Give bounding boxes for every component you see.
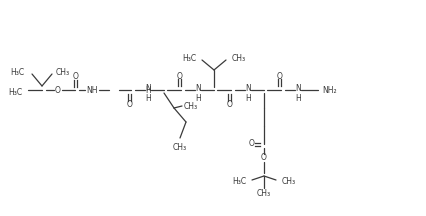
- Text: H: H: [294, 94, 300, 103]
- Text: O: O: [55, 86, 61, 95]
- Text: NH₂: NH₂: [321, 86, 336, 95]
- Text: N: N: [195, 84, 200, 92]
- Text: H: H: [145, 86, 150, 95]
- Text: H₃C: H₃C: [10, 68, 24, 76]
- Text: H₃C: H₃C: [231, 178, 245, 186]
- Text: N: N: [294, 84, 300, 92]
- Text: NH: NH: [86, 86, 98, 95]
- Text: H₃C: H₃C: [181, 54, 196, 62]
- Text: CH₃: CH₃: [173, 143, 187, 152]
- Text: CH₃: CH₃: [256, 189, 271, 199]
- Text: O: O: [260, 154, 266, 162]
- Text: CH₃: CH₃: [231, 54, 245, 62]
- Text: H₃C: H₃C: [8, 87, 22, 97]
- Text: O: O: [177, 71, 182, 81]
- Text: O: O: [276, 71, 282, 81]
- Text: H: H: [145, 94, 150, 103]
- Text: O: O: [248, 140, 254, 149]
- Text: CH₃: CH₃: [56, 68, 70, 76]
- Text: N: N: [145, 84, 150, 92]
- Text: CH₃: CH₃: [281, 178, 296, 186]
- Text: H: H: [195, 94, 200, 103]
- Text: H: H: [245, 94, 250, 103]
- Text: O: O: [227, 100, 233, 108]
- Text: N: N: [245, 84, 250, 92]
- Text: O: O: [73, 71, 79, 81]
- Text: CH₃: CH₃: [184, 102, 198, 111]
- Text: O: O: [127, 100, 132, 108]
